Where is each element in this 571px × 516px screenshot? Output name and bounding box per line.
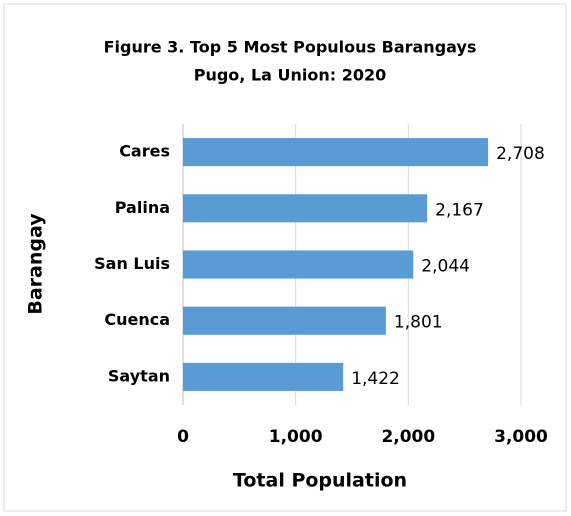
y-tick-label: Palina <box>115 198 170 217</box>
bar <box>183 194 428 223</box>
y-tick-label: San Luis <box>94 254 170 273</box>
bar <box>183 362 344 391</box>
data-label: 1,801 <box>394 313 443 333</box>
data-label: 2,044 <box>421 257 470 277</box>
x-tick-label: 1,000 <box>269 427 323 447</box>
chart-title: Figure 3. Top 5 Most Populous Barangays <box>104 38 477 57</box>
x-tick-label: 3,000 <box>494 427 548 447</box>
x-tick-label: 0 <box>177 427 189 447</box>
y-tick-label: Cares <box>119 142 170 161</box>
data-label: 1,422 <box>351 369 400 389</box>
y-axis-label: Barangay <box>25 213 47 315</box>
x-tick-label: 2,000 <box>381 427 435 447</box>
bar <box>183 138 489 167</box>
y-tick-label: Cuenca <box>104 310 170 329</box>
bar <box>183 250 414 279</box>
data-label: 2,167 <box>435 200 484 220</box>
data-label: 2,708 <box>496 144 545 164</box>
bar <box>183 306 386 335</box>
y-tick-label: Saytan <box>108 366 170 385</box>
x-axis-label: Total Population <box>233 470 407 492</box>
chart-subtitle: Pugo, La Union: 2020 <box>194 66 387 85</box>
